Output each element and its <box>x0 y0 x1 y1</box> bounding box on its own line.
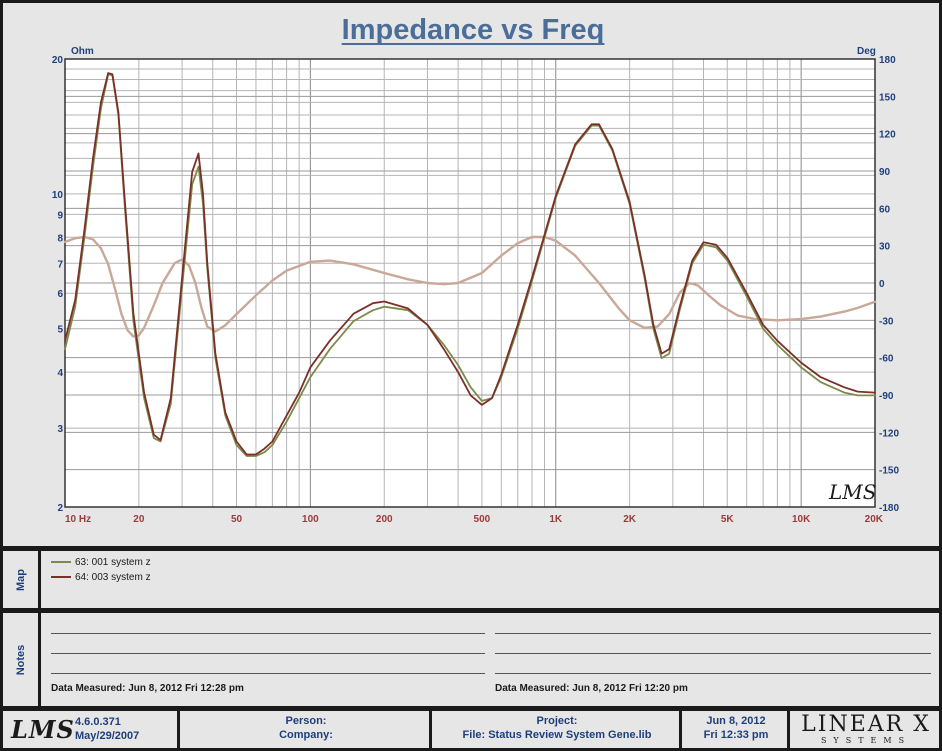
impedance-chart: Impedance vs Freq Ohm Deg 2 3 4 5 6 7 8 9 10 20 -180 -… <box>52 14 900 525</box>
footer: LMS 4.6.0.371 May/29/2007 Person: Compan… <box>3 711 939 748</box>
notes-tab[interactable]: Notes <box>3 613 41 706</box>
y-tick-label: 2 <box>57 503 63 514</box>
y2-axis-unit: Deg <box>857 46 876 57</box>
y2-tick-label: 120 <box>879 130 896 141</box>
version-date: May/29/2007 <box>75 730 140 742</box>
note-line[interactable] <box>51 673 485 674</box>
x-tick-label: 20 <box>133 514 145 525</box>
brand-name: LINEAR X <box>801 712 931 737</box>
y2-tick-label: -120 <box>879 428 899 439</box>
footer-person-cell: Person: Company: <box>183 711 432 748</box>
x-tick-label: 2K <box>623 514 637 525</box>
footer-date: Jun 8, 2012 <box>706 715 766 727</box>
note-line[interactable] <box>495 673 931 674</box>
notes-panel: Notes Data Measured: Jun 8, 2012 Fri 12:… <box>3 613 939 706</box>
y2-tick-label: -150 <box>879 466 899 477</box>
legend-item: 63: 001 system z <box>51 556 151 570</box>
map-panel: Map 63: 001 system z 64: 003 system z <box>3 551 939 608</box>
y-tick-label: 6 <box>57 289 63 300</box>
y-tick-label: 9 <box>57 210 63 221</box>
y2-tick-label: 0 <box>879 279 885 290</box>
version-number: 4.6.0.371 <box>75 716 121 728</box>
y-tick-label: 8 <box>57 233 63 244</box>
legend-swatch <box>51 576 71 579</box>
brand-subtitle: SYSTEMS <box>820 736 912 745</box>
notes-tab-label: Notes <box>14 644 27 675</box>
file-label: File: Status Review System Gene.lib <box>462 729 652 741</box>
note-line[interactable] <box>51 633 485 634</box>
x-tick-label: 20K <box>865 514 884 525</box>
note-line[interactable] <box>495 633 931 634</box>
note-line[interactable] <box>495 653 931 654</box>
y-tick-label: 5 <box>57 325 63 336</box>
linearx-logo: LINEAR X SYSTEMS <box>793 711 939 748</box>
measured-date-left: Data Measured: Jun 8, 2012 Fri 12:28 pm <box>51 683 244 694</box>
x-tick-label: 10 Hz <box>65 514 91 525</box>
map-tab-label: Map <box>14 568 27 591</box>
separator <box>0 546 942 551</box>
y2-tick-label: -180 <box>879 503 899 514</box>
y2-tick-label: 180 <box>879 55 896 66</box>
footer-date-cell: Jun 8, 2012 Fri 12:33 pm <box>685 711 790 748</box>
y-tick-label: 7 <box>57 259 63 270</box>
legend-item: 64: 003 system z <box>51 571 151 585</box>
lms-watermark: LMS <box>828 480 876 504</box>
x-tick-label: 5K <box>721 514 735 525</box>
legend-swatch <box>51 561 71 564</box>
y-tick-label: 10 <box>52 190 64 201</box>
measured-date-right: Data Measured: Jun 8, 2012 Fri 12:20 pm <box>495 683 688 694</box>
chart-panel: Impedance vs Freq Ohm Deg 2 3 4 5 6 7 8 9 10 20 -180 -… <box>3 3 939 546</box>
note-line[interactable] <box>51 653 485 654</box>
map-tab[interactable]: Map <box>3 551 41 608</box>
y-tick-label: 3 <box>57 424 63 435</box>
series-line-2 <box>63 235 877 338</box>
x-tick-label: 200 <box>376 514 393 525</box>
legend-label: 64: 003 system z <box>75 572 151 583</box>
y2-tick-label: 60 <box>879 204 891 215</box>
chart-title: Impedance vs Freq <box>342 14 605 46</box>
person-label: Person: <box>285 715 327 727</box>
x-tick-label: 100 <box>302 514 319 525</box>
project-label: Project: <box>536 715 578 727</box>
footer-time: Fri 12:33 pm <box>703 729 769 741</box>
footer-project-cell: Project: File: Status Review System Gene… <box>435 711 682 748</box>
y-axis-unit: Ohm <box>71 46 94 57</box>
y2-tick-label: 30 <box>879 242 891 253</box>
series-line-1 <box>64 72 876 456</box>
x-tick-label: 50 <box>231 514 243 525</box>
y2-tick-label: -30 <box>879 316 894 327</box>
y2-tick-label: -60 <box>879 354 894 365</box>
y2-tick-label: 150 <box>879 92 896 103</box>
company-label: Company: <box>279 729 333 741</box>
footer-version-cell: LMS 4.6.0.371 May/29/2007 <box>3 711 180 748</box>
y2-tick-label: -90 <box>879 391 894 402</box>
y-tick-label: 4 <box>57 368 63 379</box>
x-tick-label: 10K <box>792 514 811 525</box>
y-tick-label: 20 <box>52 55 64 66</box>
y2-tick-label: 90 <box>879 167 891 178</box>
separator <box>0 608 942 613</box>
x-tick-label: 500 <box>474 514 491 525</box>
legend-label: 63: 001 system z <box>75 557 151 568</box>
lms-logo: LMS <box>11 715 75 744</box>
separator <box>0 706 942 711</box>
plot-border <box>64 58 876 508</box>
x-tick-label: 1K <box>549 514 563 525</box>
